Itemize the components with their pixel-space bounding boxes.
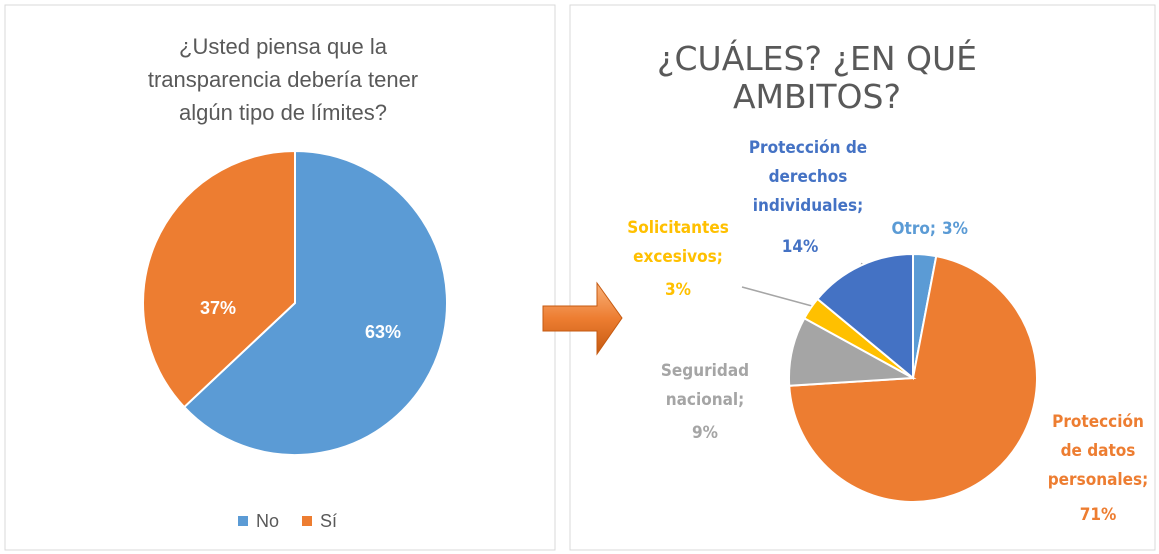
chart-title: ¿Usted piensa que la transparencia deberí…: [148, 34, 418, 125]
legend-label: No: [256, 511, 279, 531]
data-label: 37%: [200, 298, 236, 318]
data-label: 14%: [782, 237, 819, 257]
pie-slice: [182, 149, 448, 456]
pie-slice: [142, 149, 296, 409]
pie-slice: [816, 252, 914, 381]
data-label-category: Seguridad nacional;: [661, 361, 749, 410]
data-label: 3%: [665, 280, 691, 300]
data-label-category: Protección de derechos individuales;: [749, 138, 867, 216]
data-label: 63%: [365, 322, 401, 342]
leader-line: [741, 286, 813, 307]
arrow: [542, 281, 623, 356]
data-label-category: Otro;: [892, 219, 936, 239]
legend-swatch: [302, 516, 312, 526]
data-label-category: Solicitantes excesivos;: [627, 218, 729, 267]
chart-title: ¿CUÁLES? ¿EN QUÉ AMBITOS?: [657, 38, 977, 116]
data-label-category: Protección de datos personales;: [1048, 412, 1149, 490]
legend-swatch: [238, 516, 248, 526]
data-label: 9%: [692, 423, 718, 443]
data-label: 3%: [942, 219, 968, 239]
legend-label: Sí: [320, 511, 337, 531]
data-label: 71%: [1080, 505, 1117, 525]
